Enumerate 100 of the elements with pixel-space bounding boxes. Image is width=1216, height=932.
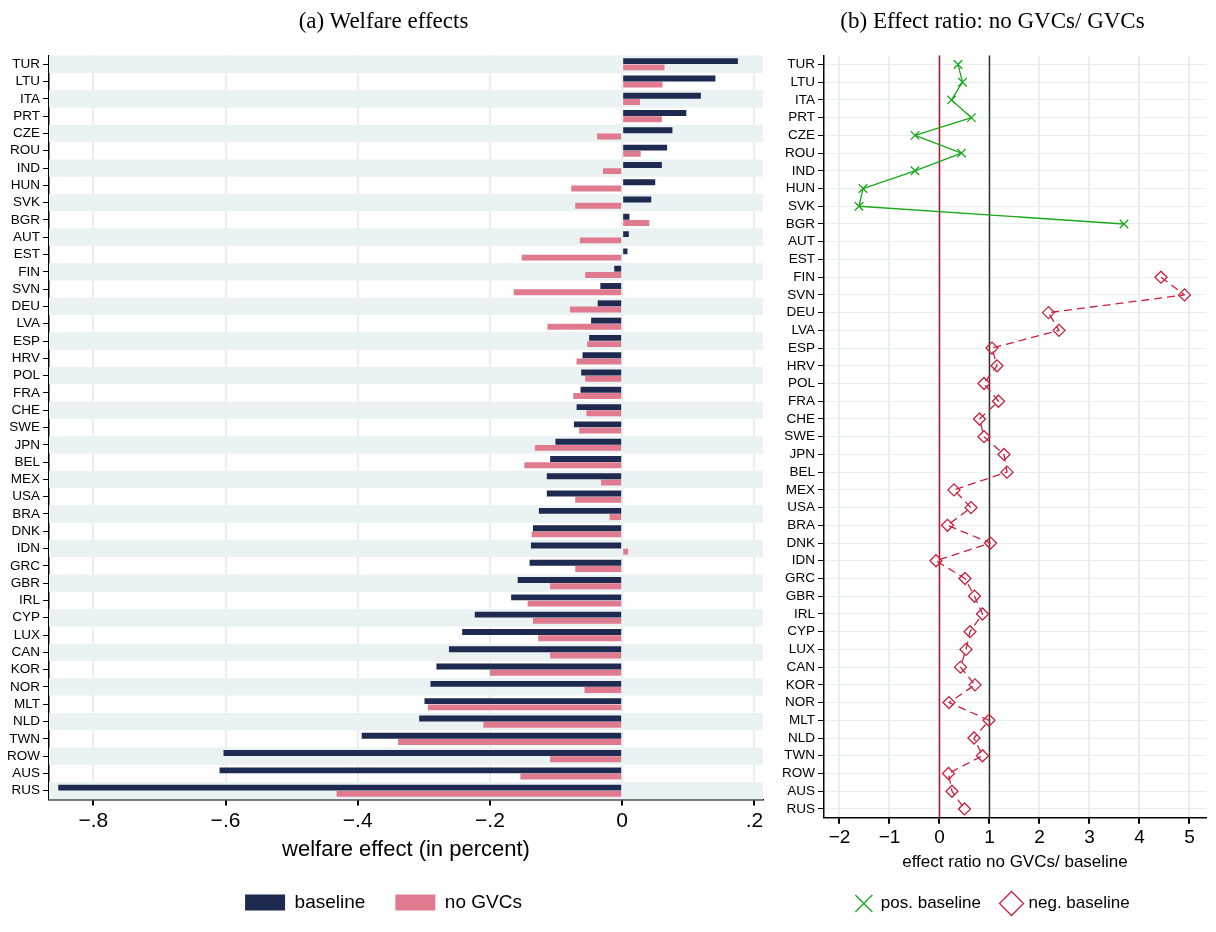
y-tick-label: FRA — [787, 392, 815, 408]
point — [940, 518, 955, 532]
y-tick-label: MLT — [13, 695, 40, 711]
y-tick-label: LUX — [788, 641, 815, 657]
bar — [580, 386, 622, 393]
y-tick-label: HRV — [11, 350, 40, 366]
bar — [550, 583, 622, 590]
y-tick-label: IRL — [18, 592, 41, 608]
bar — [623, 64, 665, 71]
point — [956, 148, 967, 158]
y-tick-label: ROW — [781, 765, 816, 781]
y-tick-label: POL — [787, 375, 816, 391]
point — [967, 589, 982, 603]
y-tick-label: TUR — [12, 55, 41, 71]
bar — [623, 92, 701, 99]
y-tick-label: LVA — [16, 315, 40, 331]
bar — [547, 323, 622, 330]
point — [945, 784, 959, 798]
bar — [448, 646, 622, 653]
bar — [597, 133, 622, 140]
bar — [573, 421, 622, 428]
y-tick-label: SWE — [784, 428, 815, 444]
y-tick-label: BRA — [787, 517, 815, 533]
point — [910, 165, 920, 176]
bar — [584, 687, 622, 694]
y-tick-label: HRV — [786, 357, 815, 373]
x-tick-label: 1 — [984, 826, 995, 848]
y-tick-label: GBR — [10, 574, 41, 590]
bar — [582, 352, 622, 359]
y-tick-label: EST — [788, 251, 815, 267]
bar — [585, 375, 622, 382]
bar — [223, 750, 622, 756]
y-tick-label: DNK — [11, 523, 40, 538]
y-tick-label: LVA — [791, 322, 815, 338]
bar — [529, 559, 622, 566]
y-tick-label: GRC — [9, 557, 41, 573]
point — [972, 412, 987, 426]
point — [953, 660, 968, 674]
y-tick-label: PRT — [13, 107, 40, 123]
point — [983, 536, 998, 550]
bar — [521, 254, 622, 261]
x-tick-label: 2 — [1034, 826, 1045, 848]
bar — [219, 767, 622, 774]
y-tick-label: SVN — [787, 286, 815, 302]
y-tick-label: ITA — [19, 90, 40, 106]
y-tick-label: DEU — [786, 304, 815, 320]
y-tick-label: HUN — [10, 177, 40, 193]
bar — [623, 161, 662, 168]
y-tick-label: ROW — [6, 747, 41, 763]
y-tick-label: EST — [13, 246, 40, 262]
point — [946, 95, 957, 105]
bar — [623, 127, 673, 134]
y-tick-label: ROU — [9, 142, 40, 158]
y-tick-label: DNK — [786, 534, 815, 550]
y-tick-label: PRT — [788, 109, 815, 125]
y-tick-label: NOR — [784, 694, 816, 710]
point — [1154, 270, 1168, 284]
x-tick-label: −2 — [828, 826, 851, 848]
bar — [474, 611, 622, 618]
x-tick-label: −.2 — [475, 807, 505, 831]
point — [958, 571, 972, 586]
y-tick-label: LTU — [15, 73, 40, 89]
bar — [623, 144, 668, 151]
y-tick-label: RUS — [786, 800, 815, 816]
y-tick-label: AUS — [12, 765, 40, 781]
y-tick-label: TUR — [787, 56, 816, 72]
point — [982, 713, 996, 727]
y-tick-label: TWN — [9, 730, 40, 746]
x-tick-label: −.4 — [342, 807, 373, 831]
point — [990, 359, 1004, 373]
bar — [571, 185, 622, 192]
y-tick-label: CYP — [787, 623, 815, 639]
point — [929, 554, 943, 568]
point — [942, 695, 956, 710]
bar — [532, 617, 622, 624]
y-tick-label: AUT — [787, 233, 815, 249]
bar — [336, 790, 622, 797]
x-tick-label: 0 — [934, 826, 945, 848]
x-axis-title: effect ratio no GVCs/ baseline — [902, 852, 1128, 872]
bar — [623, 231, 629, 238]
y-tick-label: SVK — [787, 197, 815, 213]
y-tick-label: KOR — [10, 661, 41, 677]
x-axis-title: welfare effect (in percent) — [281, 835, 530, 861]
bar — [579, 237, 622, 244]
y-tick-label: IDN — [791, 552, 815, 568]
y-tick-label: SVK — [12, 194, 40, 210]
bar — [623, 220, 650, 226]
y-tick-label: JPN — [14, 436, 40, 452]
y-tick-label: CAN — [11, 644, 40, 660]
bar — [589, 334, 622, 341]
bar — [361, 732, 622, 739]
y-tick-label: IND — [16, 159, 41, 175]
point — [858, 183, 868, 194]
x-tick-label: −.8 — [78, 807, 109, 831]
bar — [623, 81, 663, 88]
bar — [623, 75, 716, 82]
point — [854, 201, 864, 212]
bar — [513, 289, 622, 296]
legend-label: no GVCs — [444, 890, 522, 912]
bar — [520, 773, 622, 780]
